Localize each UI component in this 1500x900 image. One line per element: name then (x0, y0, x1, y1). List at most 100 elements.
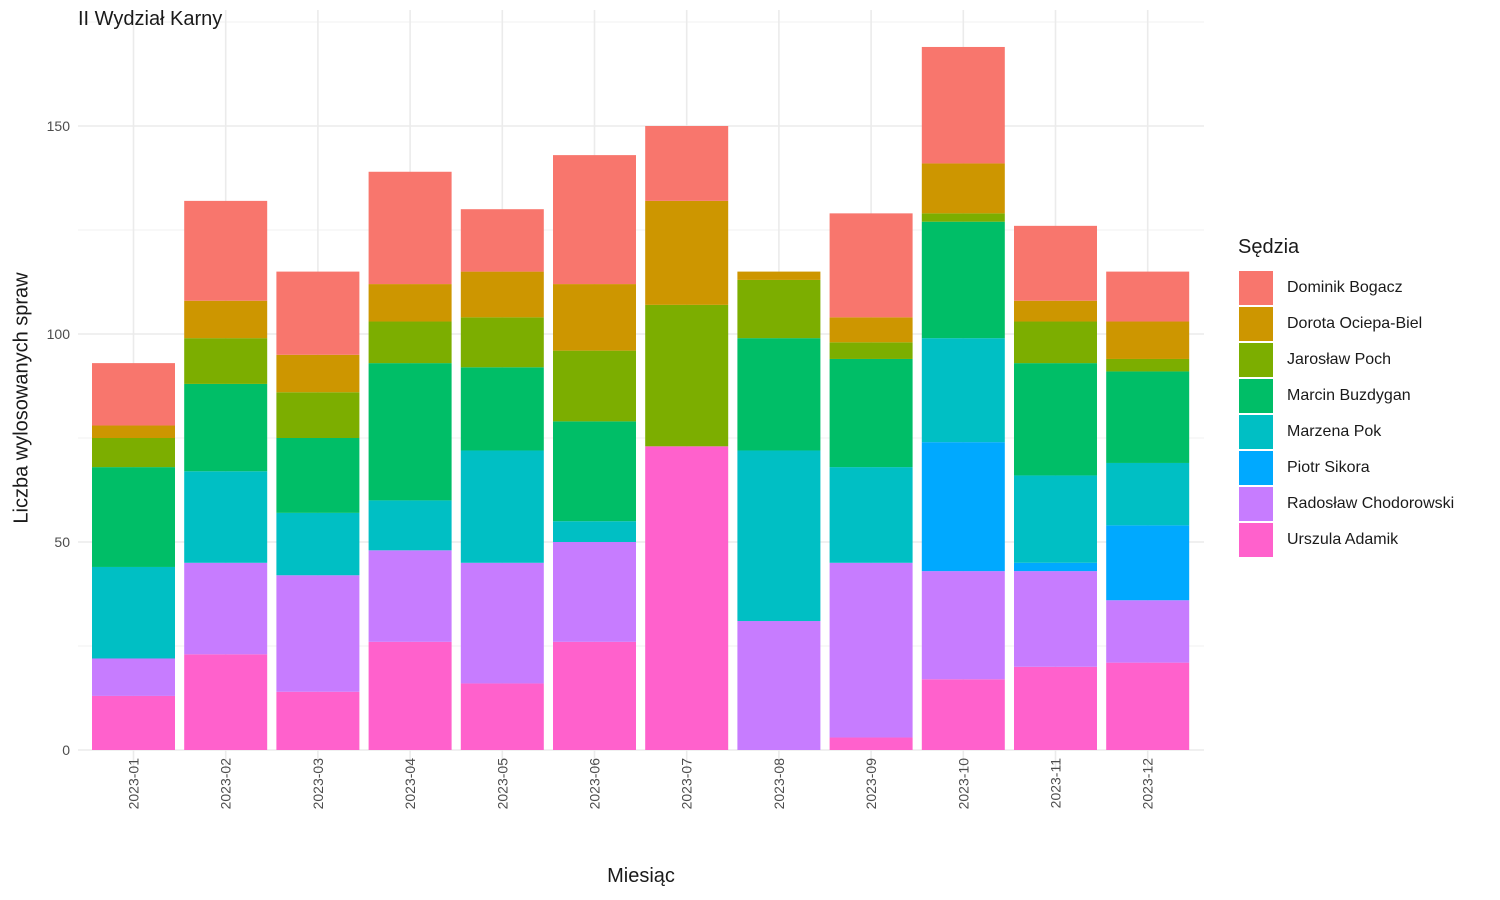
bar-segment: 2023-01 — Marcin Buzdygan: 24 (92, 467, 175, 567)
bar-segment: 2023-06 — Radosław Chodorowski: 24 (553, 542, 636, 642)
x-tick-label: 2023-11 (1048, 758, 1064, 809)
bar-segment: 2023-11 — Marcin Buzdygan: 27 (1014, 363, 1097, 476)
bar-segment: 2023-10 — Piotr Sikora: 31 (921, 442, 1005, 572)
bar-segment: 2023-04 — Radosław Chodorowski: 22 (368, 550, 452, 642)
bar-segment: 2023-02 — Jarosław Poch: 11 (184, 338, 268, 384)
x-tick-label: 2023-06 (587, 758, 603, 810)
bar-segment: 2023-01 — Dominik Bogacz: 15 (92, 363, 175, 426)
bar-segment: 2023-01 — Marzena Pok: 22 (92, 566, 175, 659)
bar-segment: 2023-08 — Marcin Buzdygan: 27 (737, 338, 821, 451)
x-tick-label: 2023-09 (863, 758, 879, 810)
bar-segment: 2023-07 — Dominik Bogacz: 18 (645, 126, 729, 201)
bar-segment: 2023-12 — Marcin Buzdygan: 22 (1106, 371, 1190, 463)
legend-label: Piotr Sikora (1287, 459, 1370, 476)
y-tick-label: 100 (47, 326, 71, 342)
bar-segment: 2023-10 — Urszula Adamik: 17 (921, 679, 1005, 750)
bar-segment: 2023-06 — Marcin Buzdygan: 24 (553, 421, 636, 522)
x-tick-label: 2023-08 (771, 758, 787, 810)
bar-segment: 2023-07 — Jarosław Poch: 34 (645, 304, 729, 447)
bar-segment: 2023-10 — Jarosław Poch: 2 (921, 213, 1005, 222)
bar-segment: 2023-03 — Dominik Bogacz: 20 (276, 271, 360, 355)
bar-segment: 2023-06 — Urszula Adamik: 26 (553, 641, 636, 750)
bar-segment: 2023-01 — Jarosław Poch: 7 (92, 438, 175, 468)
bar-segment: 2023-02 — Urszula Adamik: 23 (184, 654, 268, 750)
legend-swatch (1239, 487, 1273, 521)
bar-segment: 2023-09 — Dorota Ociepa-Biel: 6 (829, 317, 913, 343)
bar-segment: 2023-08 — Jarosław Poch: 14 (737, 279, 821, 339)
bar-segment: 2023-03 — Urszula Adamik: 14 (276, 691, 360, 750)
y-axis-ticks: 0 50 100 150 (47, 118, 71, 758)
bar-segment: 2023-10 — Radosław Chodorowski: 26 (921, 571, 1005, 680)
bar-segment: 2023-10 — Marzena Pok: 25 (921, 338, 1005, 443)
legend-swatch (1239, 271, 1273, 305)
y-tick-label: 50 (54, 534, 70, 550)
legend-label: Dorota Ociepa-Biel (1287, 315, 1423, 332)
bar-segment: 2023-04 — Jarosław Poch: 10 (368, 321, 452, 364)
bar-segment: 2023-09 — Jarosław Poch: 4 (829, 342, 913, 359)
legend: Dominik Bogacz Dorota Ociepa-Biel Jarosław… (1239, 270, 1454, 558)
legend-label: Dominik Bogacz (1287, 279, 1403, 296)
legend-item: Piotr Sikora (1239, 450, 1454, 486)
legend-label: Marzena Pok (1287, 423, 1382, 440)
bar-segment: 2023-04 — Urszula Adamik: 26 (368, 641, 452, 750)
bar-segment: 2023-06 — Jarosław Poch: 17 (553, 350, 636, 422)
bar-segment: 2023-10 — Marcin Buzdygan: 28 (921, 221, 1005, 339)
x-axis-ticks: 2023-01 2023-02 2023-03 2023-04 2023-05 2023-… (126, 758, 1156, 810)
bar-segment: 2023-11 — Piotr Sikora: 2 (1014, 562, 1097, 572)
bar-segment: 2023-03 — Dorota Ociepa-Biel: 9 (276, 354, 360, 393)
bar-segment: 2023-11 — Marzena Pok: 21 (1014, 475, 1097, 563)
bar-segment: 2023-05 — Radosław Chodorowski: 29 (460, 562, 544, 684)
bar-segment: 2023-09 — Dominik Bogacz: 25 (829, 213, 913, 318)
bar-segment: 2023-05 — Marcin Buzdygan: 20 (460, 367, 544, 451)
legend-swatch (1239, 523, 1273, 557)
bar-segment: 2023-08 — Marzena Pok: 41 (737, 450, 821, 622)
bar-segment: 2023-01 — Radosław Chodorowski: 9 (92, 658, 175, 696)
legend-label: Urszula Adamik (1287, 531, 1399, 548)
legend-label: Marcin Buzdygan (1287, 387, 1411, 404)
legend-swatch (1239, 307, 1273, 341)
y-tick-label: 0 (62, 742, 70, 758)
bar-segment: 2023-06 — Marzena Pok: 5 (553, 521, 636, 542)
bar-segment: 2023-03 — Marcin Buzdygan: 18 (276, 438, 360, 513)
bar-segment: 2023-01 — Urszula Adamik: 13 (92, 695, 175, 750)
bar-segment: 2023-09 — Marcin Buzdygan: 26 (829, 358, 913, 468)
chart-title: II Wydział Karny (78, 8, 223, 30)
legend-label: Jarosław Poch (1287, 351, 1392, 368)
bar-segment: 2023-02 — Dominik Bogacz: 24 (184, 200, 268, 301)
bar-segment: 2023-04 — Marcin Buzdygan: 33 (368, 363, 452, 501)
x-tick-label: 2023-07 (679, 758, 695, 810)
bar-segment: 2023-01 — Dorota Ociepa-Biel: 3 (92, 425, 175, 438)
bar-segment: 2023-05 — Dominik Bogacz: 15 (460, 209, 544, 272)
legend-item: Urszula Adamik (1239, 522, 1454, 558)
legend-item: Marzena Pok (1239, 414, 1454, 450)
legend-swatch (1239, 451, 1273, 485)
x-tick-label: 2023-10 (955, 758, 971, 810)
bar-segment: 2023-03 — Radosław Chodorowski: 28 (276, 575, 360, 692)
x-tick-label: 2023-04 (402, 758, 418, 810)
bar-segment: 2023-07 — Urszula Adamik: 73 (645, 446, 729, 750)
legend-item: Marcin Buzdygan (1239, 378, 1454, 414)
bar-segment: 2023-03 — Jarosław Poch: 11 (276, 392, 360, 438)
bar-segment: 2023-04 — Marzena Pok: 12 (368, 500, 452, 551)
bar-segment: 2023-11 — Dominik Bogacz: 18 (1014, 225, 1097, 301)
x-tick-label: 2023-12 (1140, 758, 1156, 810)
bar-segment: 2023-12 — Urszula Adamik: 21 (1106, 662, 1190, 750)
legend-swatch (1239, 343, 1273, 377)
bar-segment: 2023-02 — Marzena Pok: 22 (184, 471, 268, 563)
bar-segment: 2023-08 — Radosław Chodorowski: 31 (737, 621, 821, 750)
x-tick-label: 2023-01 (126, 758, 142, 810)
bar-segment: 2023-12 — Piotr Sikora: 18 (1106, 525, 1190, 601)
bar-segment: 2023-11 — Dorota Ociepa-Biel: 5 (1014, 300, 1097, 322)
bar-segments: 2023-01 — Urszula Adamik: 132023-01 — Ra… (92, 46, 1190, 750)
bar-segment: 2023-12 — Dorota Ociepa-Biel: 9 (1106, 321, 1190, 359)
bar-segment: 2023-05 — Dorota Ociepa-Biel: 11 (460, 271, 544, 318)
bar-segment: 2023-11 — Jarosław Poch: 10 (1014, 321, 1097, 364)
bar-segment: 2023-10 — Dorota Ociepa-Biel: 12 (921, 163, 1005, 214)
bar-segment: 2023-09 — Urszula Adamik: 3 (829, 737, 913, 750)
bar-segment: 2023-02 — Dorota Ociepa-Biel: 9 (184, 300, 268, 339)
bar-segment: 2023-12 — Radosław Chodorowski: 15 (1106, 600, 1190, 663)
legend-item: Radosław Chodorowski (1239, 486, 1454, 522)
legend-title: Sędzia (1238, 236, 1300, 258)
bar-segment: 2023-10 — Dominik Bogacz: 28 (921, 46, 1005, 164)
